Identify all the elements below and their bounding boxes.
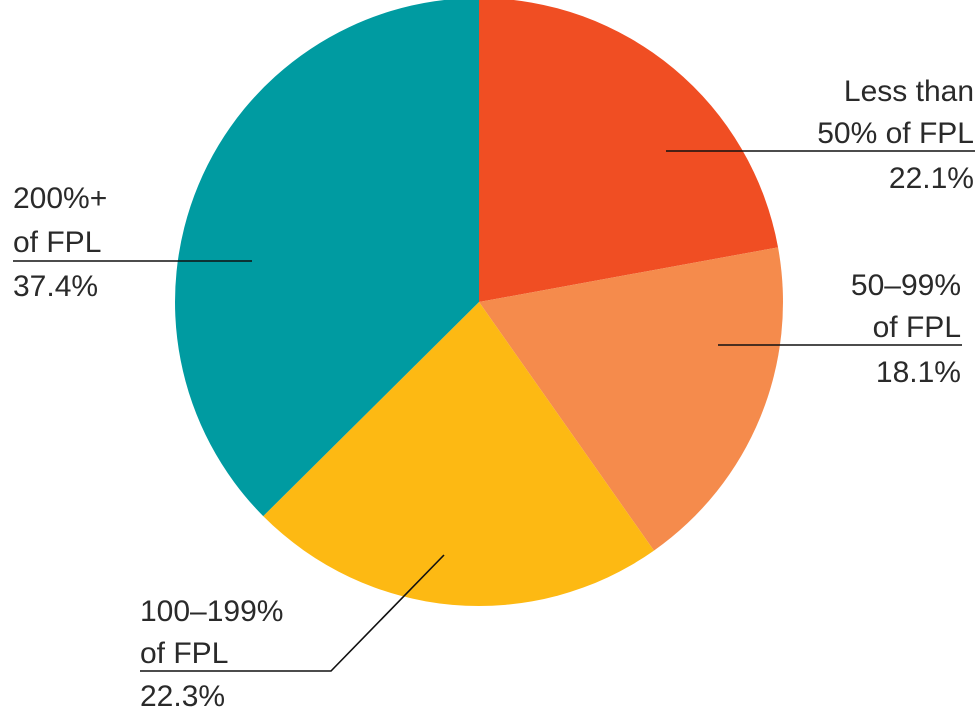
slice-label-line-2: of FPL (13, 226, 101, 259)
leader-line-100-199 (140, 554, 445, 672)
slice-label-50-99: 50–99% of FPL 18.1% (718, 269, 962, 389)
slice-label-line-2: 50% of FPL (817, 117, 974, 150)
slice-label-line-1: 100–199% (140, 595, 283, 628)
pie-slice-50-99 (479, 247, 783, 551)
slice-label-line-1: Less than (844, 75, 974, 108)
pie-slices (175, 0, 783, 606)
slice-value-label: 22.1% (889, 162, 974, 195)
slice-label-line-1: 200%+ (13, 182, 107, 215)
pie-slice-100-199 (263, 302, 654, 606)
slice-value-label: 37.4% (13, 270, 98, 303)
slice-label-line-2: of FPL (873, 311, 961, 344)
slice-label-100-199: 100–199% of FPL 22.3% (140, 554, 445, 713)
slice-label-line-2: of FPL (140, 637, 228, 670)
pie-slice-less-than-50 (479, 0, 779, 302)
slice-label-less-than-50: Less than 50% of FPL 22.1% (666, 75, 975, 195)
slice-label-line-1: 50–99% (851, 269, 961, 302)
slice-value-label: 18.1% (876, 356, 961, 389)
slice-label-200-plus: 200%+ of FPL 37.4% (13, 182, 252, 303)
pie-slice-200-plus (175, 0, 479, 517)
slice-value-label: 22.3% (140, 680, 225, 713)
